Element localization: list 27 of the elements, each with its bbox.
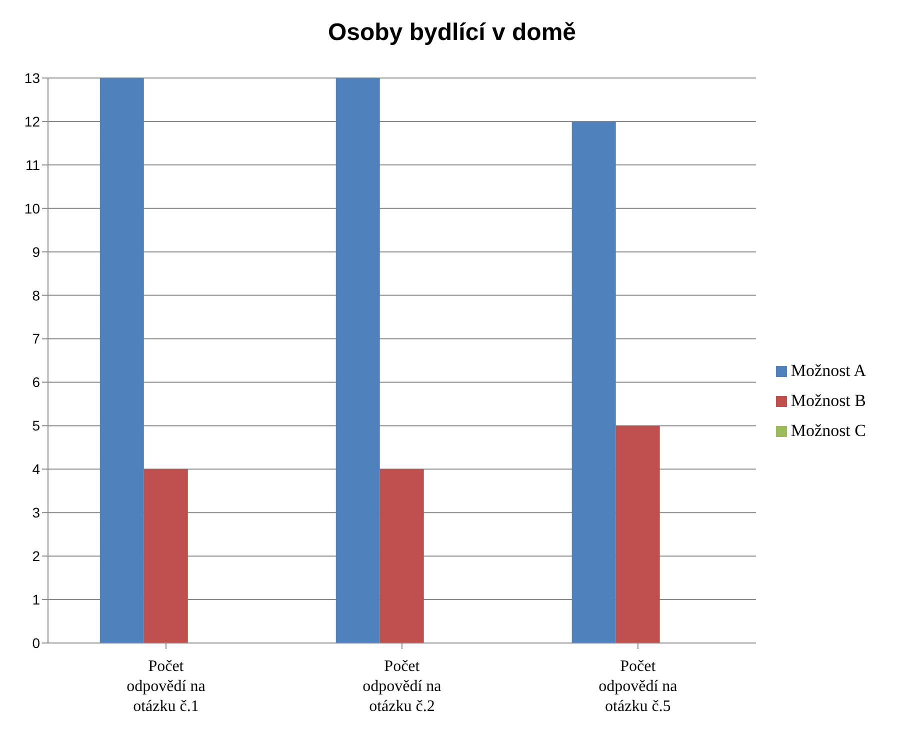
y-tick-label: 0 bbox=[32, 634, 40, 651]
y-tick-label: 13 bbox=[24, 70, 40, 86]
y-tick-label: 4 bbox=[32, 461, 40, 478]
bar bbox=[336, 78, 380, 643]
y-tick-label: 1 bbox=[32, 592, 40, 608]
legend-label: Možnost C bbox=[790, 420, 866, 440]
legend-label: Možnost A bbox=[790, 360, 866, 380]
bar bbox=[572, 121, 616, 643]
y-tick-label: 8 bbox=[32, 287, 40, 304]
x-tick-label: Počet odpovědí na otázku č.5 bbox=[598, 658, 678, 715]
y-tick-label: 7 bbox=[32, 330, 40, 347]
y-tick-label: 9 bbox=[32, 244, 40, 260]
y-tick-label: 5 bbox=[32, 418, 40, 434]
bar bbox=[144, 469, 188, 643]
bar bbox=[616, 426, 660, 643]
chart-title: Osoby bydlící v domě bbox=[326, 18, 578, 48]
y-tick-label: 2 bbox=[32, 548, 40, 564]
y-tick-label: 12 bbox=[24, 113, 40, 130]
legend-label: Možnost B bbox=[790, 390, 866, 410]
y-tick-label: 3 bbox=[32, 504, 40, 521]
bar bbox=[100, 78, 144, 643]
y-tick-label: 11 bbox=[25, 156, 40, 173]
y-tick-label: 10 bbox=[24, 200, 40, 216]
x-tick-label: Počet odpovědí na otázku č.1 bbox=[126, 658, 206, 715]
y-tick-label: 6 bbox=[32, 374, 40, 390]
x-tick-label: Počet odpovědí na otázku č.2 bbox=[362, 658, 442, 715]
bar bbox=[380, 469, 424, 643]
